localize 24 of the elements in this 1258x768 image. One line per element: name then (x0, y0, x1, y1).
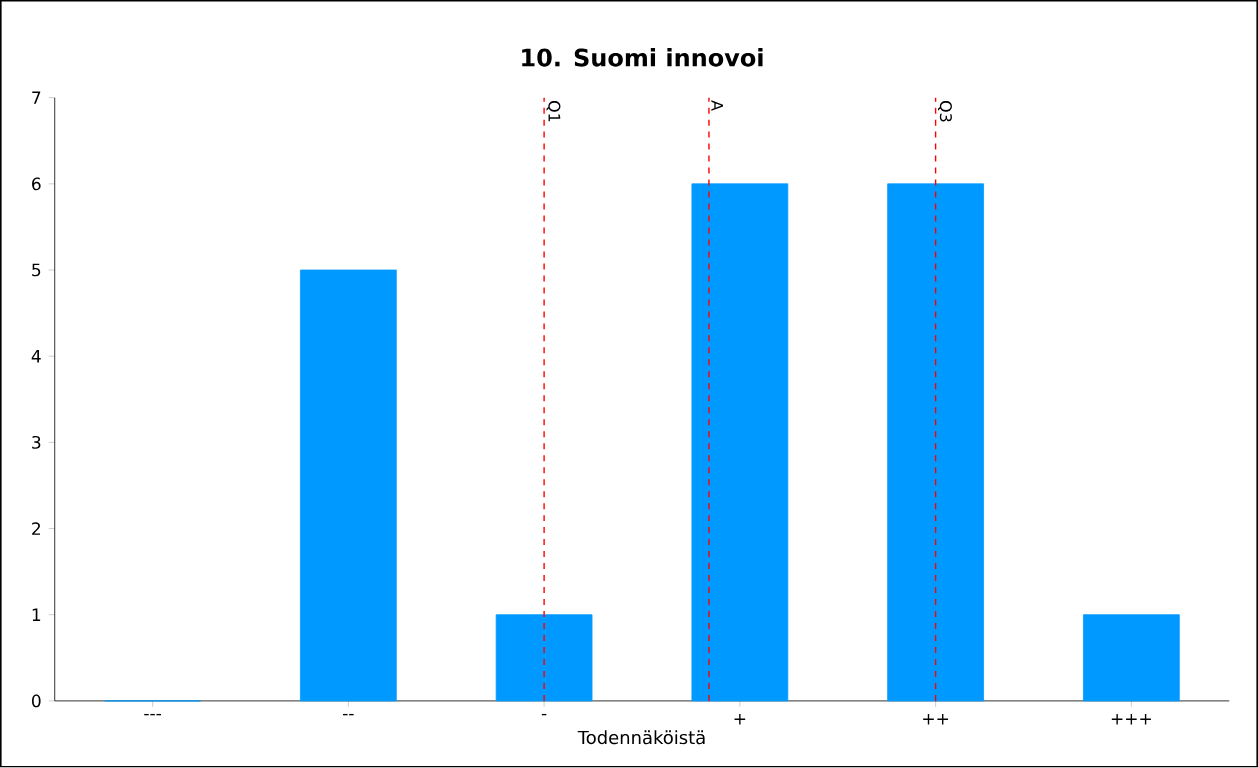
x-tick-label: +++ (1111, 714, 1151, 725)
x-tick-label: + (734, 714, 746, 725)
chart-title: 10. Suomi innovoi (522, 48, 763, 67)
y-tick-label: 1 (32, 608, 41, 622)
bar (691, 183, 789, 702)
bar (887, 183, 984, 702)
y-tick-label: 5 (32, 263, 41, 277)
ref-line-label: Q1 (546, 101, 561, 122)
y-tick-label: 2 (32, 522, 40, 536)
x-tick-label: -- (343, 714, 354, 716)
x-tick-label: - (541, 714, 547, 716)
y-tick-label: 7 (32, 91, 41, 105)
bar (495, 614, 593, 702)
y-tick-label: 3 (32, 436, 41, 449)
x-tick-label: --- (144, 714, 161, 716)
y-tick-label: 0 (32, 694, 41, 708)
y-tick-label: 4 (31, 350, 41, 363)
bar (300, 269, 397, 702)
annotation: A (711, 100, 723, 112)
x-axis-title: Todennäköistä (577, 730, 705, 745)
y-tick-label: 6 (32, 177, 41, 191)
ref-line-label: Q3 (938, 101, 952, 122)
bar (1083, 614, 1180, 702)
x-tick-label: ++ (923, 714, 949, 725)
